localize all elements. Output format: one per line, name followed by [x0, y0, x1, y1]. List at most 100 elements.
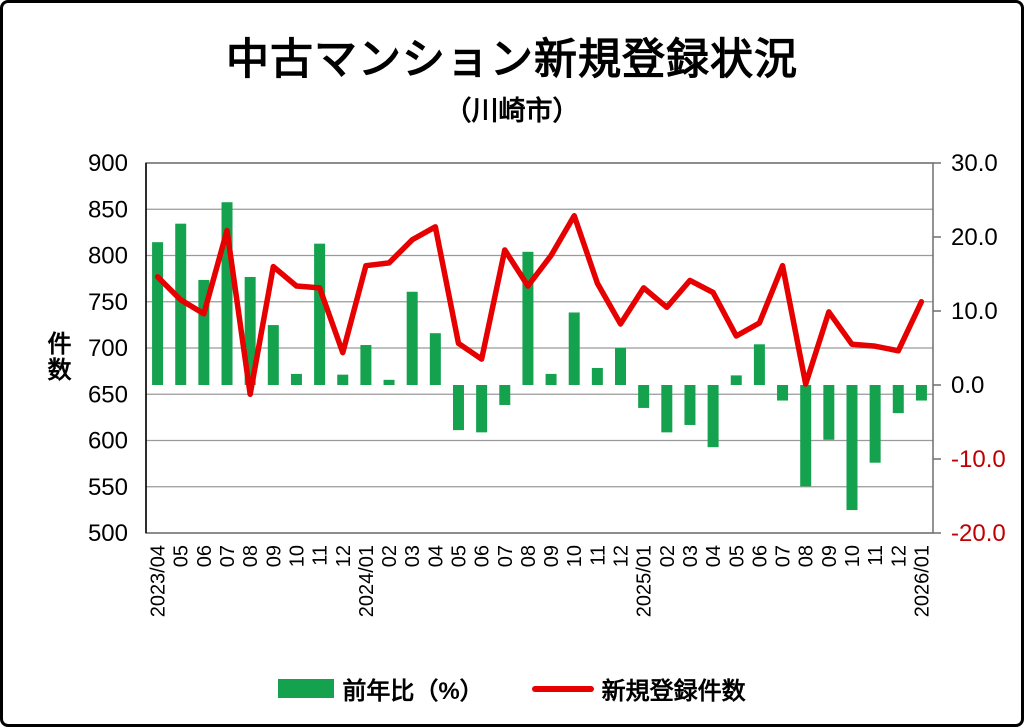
x-tick-label: 12 [611, 545, 633, 567]
bar [615, 348, 627, 385]
bar [915, 385, 927, 401]
bar [522, 251, 534, 385]
x-tick-label: 09 [541, 545, 563, 567]
x-tick-label: 12 [888, 545, 910, 567]
left-tick-label: 650 [88, 381, 128, 408]
bar [869, 385, 881, 463]
bar [406, 291, 418, 385]
bar [638, 385, 650, 408]
x-tick-label: 2026/01 [911, 545, 933, 617]
bar [777, 385, 789, 401]
bar [753, 344, 765, 385]
x-tick-label: 2023/04 [148, 545, 170, 617]
x-tick-label: 12 [333, 545, 355, 567]
bar [846, 385, 858, 511]
x-tick-label: 03 [402, 545, 424, 567]
x-tick-label: 11 [865, 545, 887, 566]
line-series-label: 新規登録件数 [601, 678, 746, 705]
x-tick-label: 09 [819, 545, 841, 567]
bar [730, 375, 742, 385]
bar [198, 279, 210, 385]
left-tick-label: 800 [88, 243, 128, 270]
y-left-axis-title: 件数 [43, 331, 70, 383]
x-tick-label: 06 [472, 545, 494, 567]
x-tick-label: 04 [425, 545, 447, 567]
chart-subtitle: （川崎市） [444, 96, 580, 126]
x-tick-label: 08 [796, 545, 818, 567]
x-tick-label: 02 [657, 545, 679, 567]
x-tick-label: 11 [587, 545, 609, 566]
bar [337, 374, 349, 385]
right-axis-labels: 30.0 20.0 10.0 0.0 -10.0 -20.0 [951, 150, 1006, 547]
left-tick-label: 550 [88, 474, 128, 501]
line-series [154, 212, 925, 397]
left-tick-label: 750 [88, 289, 128, 316]
x-axis-labels: 2023/04 05 06 07 08 09 10 11 12 2024/01 02 03 04 05 06… [148, 545, 934, 617]
bar [800, 385, 812, 487]
chart-title: 中古マンション新規登録状況 [226, 36, 798, 84]
bar [684, 385, 696, 425]
bar [175, 223, 187, 385]
right-tick-label: -20.0 [951, 520, 1006, 547]
x-tick-label: 09 [263, 545, 285, 567]
left-tick-label: 600 [88, 428, 128, 455]
right-tick-label: 10.0 [951, 298, 998, 325]
bar [568, 312, 580, 385]
bar [707, 385, 719, 448]
left-tick-label: 700 [88, 335, 128, 362]
x-tick-label: 05 [171, 545, 193, 567]
bar [476, 385, 488, 433]
x-tick-label: 10 [842, 545, 864, 567]
legend: 前年比（%） 新規登録件数 [3, 671, 1021, 706]
x-tick-label: 08 [518, 545, 540, 567]
bar [429, 333, 441, 385]
x-tick-label: 10 [286, 545, 308, 567]
right-tick-label: -10.0 [951, 446, 1006, 473]
bar [892, 385, 904, 414]
x-tick-label: 02 [379, 545, 401, 567]
bar [661, 385, 673, 433]
legend-item-bars: 前年比（%） [278, 671, 484, 706]
bar [383, 379, 395, 385]
line-series-swatch [531, 685, 594, 692]
right-tick-label: 30.0 [951, 150, 998, 177]
bar-series-label: 前年比（%） [342, 678, 484, 705]
bar [244, 276, 256, 385]
bar [452, 385, 464, 431]
bar [499, 385, 511, 405]
x-tick-label: 10 [564, 545, 586, 567]
bar-series [152, 202, 927, 511]
bar [152, 242, 164, 385]
bar [545, 373, 557, 385]
bar-series-swatch [278, 679, 335, 698]
x-tick-label: 07 [495, 545, 517, 567]
x-tick-label: 05 [726, 545, 748, 567]
bar [591, 367, 603, 385]
bar [823, 385, 835, 440]
x-tick-label: 07 [773, 545, 795, 567]
bar [290, 373, 302, 385]
left-tick-label: 500 [88, 520, 128, 547]
left-tick-label: 850 [88, 196, 128, 223]
x-tick-label: 06 [749, 545, 771, 567]
x-tick-label: 2024/01 [356, 545, 378, 617]
x-tick-label: 06 [194, 545, 216, 567]
right-axis-ticks [933, 162, 941, 534]
bar [314, 243, 326, 385]
bar [267, 325, 279, 385]
x-tick-label: 2025/01 [634, 545, 656, 617]
x-tick-label: 11 [310, 545, 332, 566]
x-tick-label: 07 [217, 545, 239, 567]
x-tick-label: 03 [680, 545, 702, 567]
right-tick-label: 20.0 [951, 224, 998, 251]
x-tick-label: 08 [240, 545, 262, 567]
plot-area: 900 850 800 750 700 650 600 550 500 30.0 20.0 10.0 0… [88, 150, 1006, 617]
left-axis-labels: 900 850 800 750 700 650 600 550 500 [88, 150, 128, 547]
left-tick-label: 900 [88, 150, 128, 177]
x-tick-label: 05 [448, 545, 470, 567]
right-tick-label: 0.0 [951, 372, 984, 399]
legend-item-line: 新規登録件数 [531, 671, 746, 706]
bar [360, 345, 372, 385]
x-tick-label: 04 [703, 545, 725, 567]
